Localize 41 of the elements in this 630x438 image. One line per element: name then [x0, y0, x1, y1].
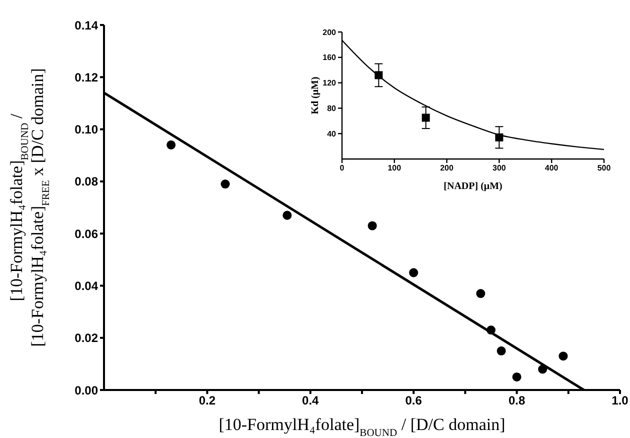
x-tick-label: 100 — [388, 164, 402, 173]
x-tick-label: 200 — [440, 164, 454, 173]
x-tick-label: 0.8 — [508, 394, 526, 408]
y-tick-label: 120 — [322, 78, 337, 88]
x-tick-label: 0.6 — [405, 394, 422, 408]
point — [282, 210, 292, 220]
x-axis-title: [10-FormylH₄folate]$_{BOUND}$ / [D/C domain] — [218, 415, 506, 438]
y-tick-label: 80 — [327, 104, 337, 114]
x-tick-label: 1.0 — [612, 394, 629, 408]
y-tick-label: 0.06 — [74, 226, 98, 241]
y-tick-label: 0.00 — [74, 383, 98, 398]
point — [486, 326, 496, 335]
point — [558, 352, 568, 361]
point — [512, 372, 522, 382]
x-tick-label: 0 — [340, 164, 345, 173]
y-tick-label: 0.08 — [74, 174, 98, 189]
point — [166, 140, 176, 150]
y-axis-title: Kd (μM) — [310, 76, 321, 114]
point — [409, 268, 418, 278]
x-tick-label: 300 — [492, 164, 506, 173]
x-tick-label: 0.4 — [302, 394, 320, 408]
point — [496, 346, 506, 356]
x-tick-label: 0.2 — [198, 394, 216, 408]
x-tick-label: 500 — [597, 164, 612, 173]
point — [422, 114, 430, 122]
x-axis-title: [NADP] (μM) — [444, 181, 502, 192]
y-tick-label: 0.10 — [74, 122, 98, 137]
point — [495, 133, 504, 142]
y-tick-label: 0.12 — [74, 70, 98, 84]
y-tick-label: 0.04 — [74, 278, 98, 293]
point — [368, 221, 377, 230]
y-tick-label: 0.02 — [74, 331, 98, 346]
point — [220, 180, 230, 189]
y-tick-label: 0.14 — [74, 18, 98, 32]
y-tick-label: 40 — [327, 129, 337, 138]
point — [538, 364, 548, 374]
x-tick-label: 400 — [544, 164, 559, 173]
point — [374, 71, 383, 80]
y-tick-label: 160 — [322, 53, 337, 62]
point — [476, 289, 486, 298]
y-tick-label: 200 — [322, 28, 337, 37]
